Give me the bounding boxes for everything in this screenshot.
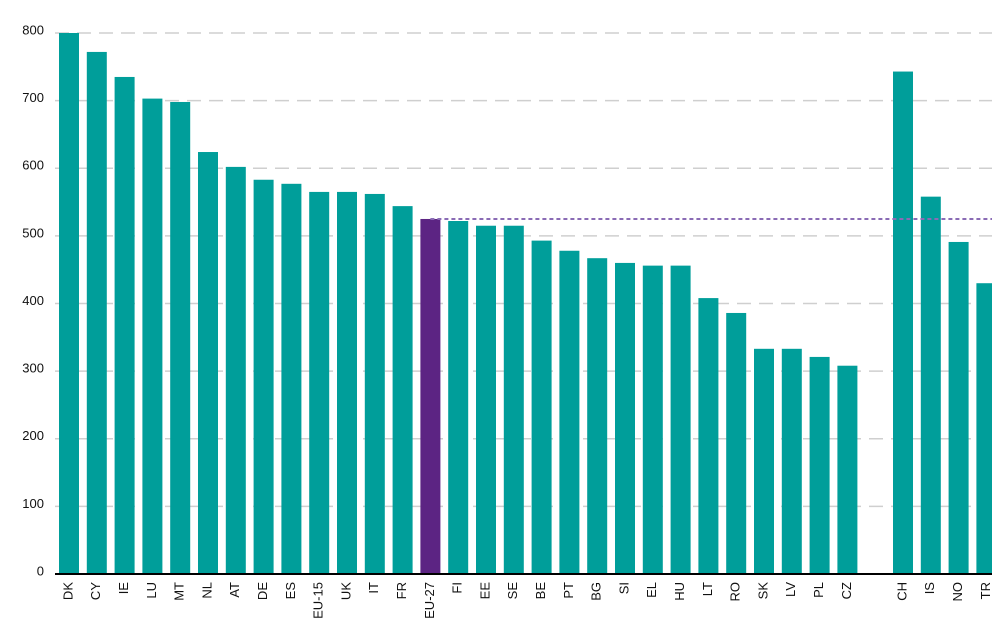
x-tick-label: MT — [172, 582, 187, 601]
y-tick-label: 300 — [22, 361, 44, 376]
bar — [476, 225, 496, 574]
x-tick-label: ES — [283, 582, 298, 600]
x-tick-label: SK — [755, 582, 770, 600]
x-tick-label: HU — [672, 582, 687, 601]
bar — [531, 240, 552, 574]
x-tick-label: BE — [533, 582, 548, 600]
bar — [559, 250, 580, 574]
bar — [198, 152, 218, 574]
bar — [781, 348, 802, 574]
x-tick-label: AT — [227, 582, 242, 598]
bar — [920, 196, 941, 574]
x-tick-label: FI — [450, 582, 465, 594]
y-tick-label: 500 — [22, 225, 44, 240]
bar — [642, 265, 663, 574]
x-tick-label: IE — [116, 582, 131, 595]
y-tick-label: 600 — [22, 158, 44, 173]
bar — [587, 258, 608, 574]
x-tick-label: LU — [144, 582, 159, 599]
x-tick-label: PT — [561, 582, 576, 599]
bar — [225, 166, 246, 574]
bar — [420, 218, 441, 574]
bar — [893, 71, 913, 574]
x-tick-label: PL — [811, 582, 826, 598]
x-tick-label: EE — [477, 582, 492, 600]
bar — [948, 241, 969, 574]
x-tick-label: NO — [950, 582, 965, 602]
bar — [448, 220, 469, 574]
bar — [59, 33, 79, 574]
bar — [976, 283, 992, 574]
x-tick-label: CY — [88, 582, 103, 600]
x-tick-label: TR — [978, 582, 992, 599]
bar — [170, 101, 191, 574]
x-tick-label: SE — [505, 582, 520, 600]
bar — [309, 191, 330, 574]
y-tick-label: 200 — [22, 428, 44, 443]
x-tick-label: DE — [255, 582, 270, 600]
y-tick-label: 800 — [22, 22, 44, 37]
bar — [809, 356, 830, 574]
x-tick-label: IT — [366, 582, 381, 594]
x-tick-label: NL — [199, 582, 214, 599]
bar — [114, 76, 135, 575]
bar — [754, 348, 774, 574]
x-tick-label: UK — [338, 582, 353, 600]
bar — [670, 265, 691, 574]
x-tick-label: BG — [589, 582, 604, 601]
y-tick-label: 400 — [22, 293, 44, 308]
x-tick-label: IS — [922, 582, 937, 595]
y-tick-label: 700 — [22, 90, 44, 105]
x-tick-label: DK — [60, 582, 75, 600]
x-tick-label: SI — [616, 582, 631, 594]
bar — [86, 51, 107, 575]
x-tick-label: RO — [728, 582, 743, 602]
bar — [503, 225, 524, 574]
y-tick-label: 0 — [37, 563, 44, 578]
x-tick-label: LV — [783, 582, 798, 597]
x-tick-label: CZ — [839, 582, 854, 599]
bar — [726, 312, 747, 574]
bar — [615, 262, 635, 574]
x-tick-label: LT — [700, 582, 715, 596]
bar — [281, 183, 302, 574]
bar — [392, 206, 413, 574]
bar — [837, 365, 858, 574]
bar — [698, 298, 719, 574]
bar — [253, 179, 274, 574]
x-tick-label: EU-27 — [422, 582, 437, 619]
bar — [142, 98, 163, 574]
y-tick-label: 100 — [22, 496, 44, 511]
x-tick-label: EU-15 — [311, 582, 326, 619]
bar — [364, 193, 385, 574]
bar — [337, 191, 357, 574]
x-tick-label: EL — [644, 582, 659, 598]
x-tick-label: FR — [394, 582, 409, 599]
x-tick-label: CH — [894, 582, 909, 601]
